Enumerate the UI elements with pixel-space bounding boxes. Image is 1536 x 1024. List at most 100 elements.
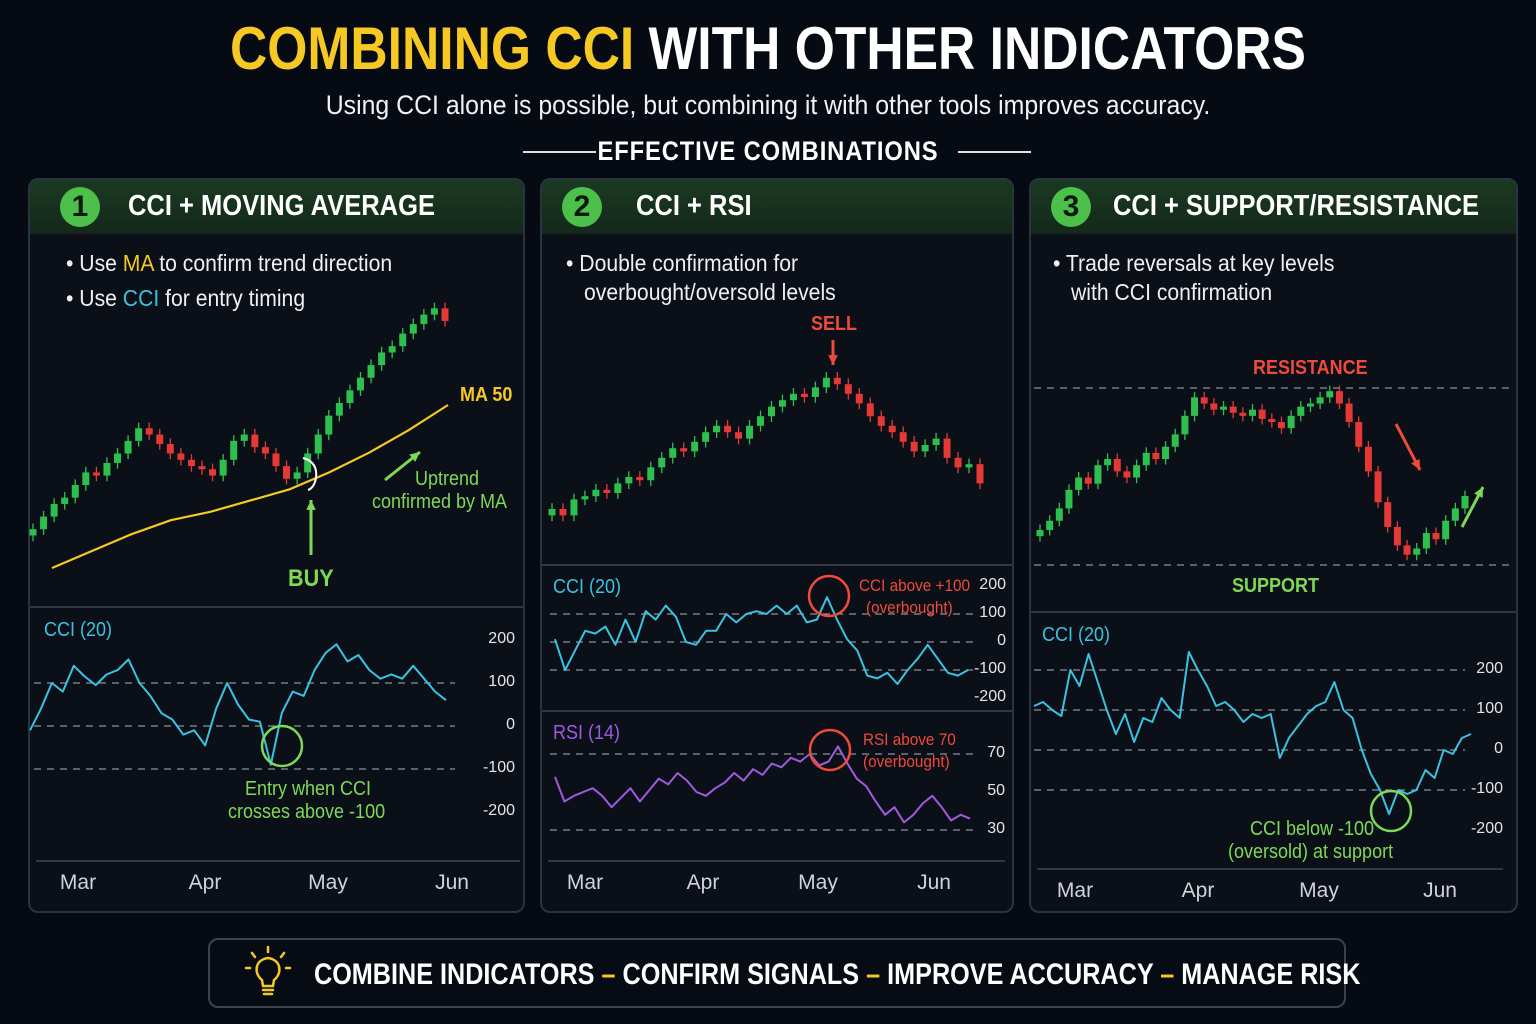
candle-up [1094,465,1102,484]
candle-down [910,441,918,452]
candle-up [399,333,407,347]
candle-down [833,377,841,385]
candle-up [29,529,37,536]
candle-up [1142,452,1150,466]
candle-up [114,453,122,463]
panel-rsi: 2 CCI + RSI • Double confirmation for ov… [540,178,1014,913]
panel-title: CCI + RSI [636,190,752,222]
sell-label: SELL [811,313,858,335]
candle-up [811,387,819,397]
candle-down [1403,545,1411,555]
candle-down [1210,403,1218,410]
candle-down [943,438,951,458]
candle-up [304,453,312,473]
candle-up [932,438,940,445]
candle-up [1191,397,1199,416]
cci-tick: -100 [482,759,515,776]
cci-tick: -200 [482,802,515,819]
rsi-tick: 70 [987,744,1005,761]
bullet: • Double confirmation for [566,250,799,276]
candle-up [325,415,333,435]
candle-down [1113,459,1121,472]
candle-up [1036,529,1044,537]
candle-down [145,428,153,435]
candle-down [1345,403,1353,423]
candle-up [965,464,973,468]
candle-down [1277,422,1285,429]
candle-down [1200,397,1208,404]
candle-down [855,393,863,404]
candle-down [1355,422,1363,447]
month-label: May [1299,879,1339,902]
candle-up [1306,403,1314,407]
month-label: Apr [1181,879,1215,902]
downtrend-arrow-head [1411,459,1420,470]
candle-up [570,499,578,516]
cci-tick: -200 [1470,820,1503,837]
candle-down [724,425,732,433]
candle-up [1422,533,1430,549]
candle-down [559,509,567,516]
candle-up [420,314,428,325]
month-label: Jun [1423,879,1457,902]
candle-up [1075,477,1083,490]
candle-up [713,425,721,433]
candle-down [1084,477,1092,484]
oversold-label-2: (oversold) at support [1228,841,1394,863]
oversold-label: CCI below -100 [1250,818,1375,840]
cci-label: CCI (20) [1042,624,1111,646]
candle-down [800,393,808,397]
cci-tick: 0 [506,716,515,733]
candle-down [441,308,449,321]
candle-up [378,352,386,366]
candle-up [1220,406,1228,410]
signal-circle [260,724,304,768]
candle-up [691,441,699,452]
candle-down [251,434,259,448]
uptrend-label: Uptrend [415,468,480,490]
candle-up [388,346,396,353]
month-label: Mar [59,871,97,894]
panel-title: CCI + MOVING AVERAGE [128,190,435,222]
candle-up [658,457,666,468]
cci-tick: 100 [1476,700,1503,717]
candle-up [1461,496,1469,509]
month-label: Apr [188,871,222,894]
candle-down [198,466,206,470]
subtitle: Using CCI alone is possible, but combini… [325,90,1211,120]
rsi-tick: 30 [987,820,1005,837]
candle-up [1297,406,1305,416]
cci-overbought-label: CCI above +100 [859,576,971,595]
panel-number: 1 [60,187,100,227]
cci-tick: 200 [488,630,515,647]
candle-down [1364,446,1372,472]
panel-ma: 1 CCI + MOVING AVERAGE • Use MA to confi… [28,178,525,913]
candle-down [187,459,195,467]
bullet: • Use MA to confirm trend direction [66,250,393,276]
candle-up [789,393,797,401]
footer-banner: COMBINE INDICATORS – CONFIRM SIGNALS – I… [208,938,1360,1008]
divider-right [958,151,1031,153]
candle-up [1413,548,1421,555]
candle-down [1239,412,1247,416]
candle-up [1287,415,1295,429]
resistance-label: RESISTANCE [1253,357,1368,379]
rsi-tick: 50 [987,782,1005,799]
candle-up [82,472,90,486]
candle-up [40,516,48,530]
candle-up [767,406,775,417]
candle-down [1229,406,1237,413]
candle-up [757,416,765,426]
month-label: Jun [917,871,951,894]
page-title: COMBINING CCI WITH OTHER INDICATORS [108,14,1429,83]
candle-up [1162,446,1170,460]
candle-up [1249,409,1256,416]
candle-down [603,489,611,493]
candle-up [1326,391,1334,398]
candle-down [1123,471,1131,478]
cci-tick: -100 [973,660,1006,677]
candle-down [209,469,217,476]
bullet-cont: with CCI confirmation [1071,279,1273,305]
candle-down [888,425,896,433]
candle-down [1268,418,1276,423]
